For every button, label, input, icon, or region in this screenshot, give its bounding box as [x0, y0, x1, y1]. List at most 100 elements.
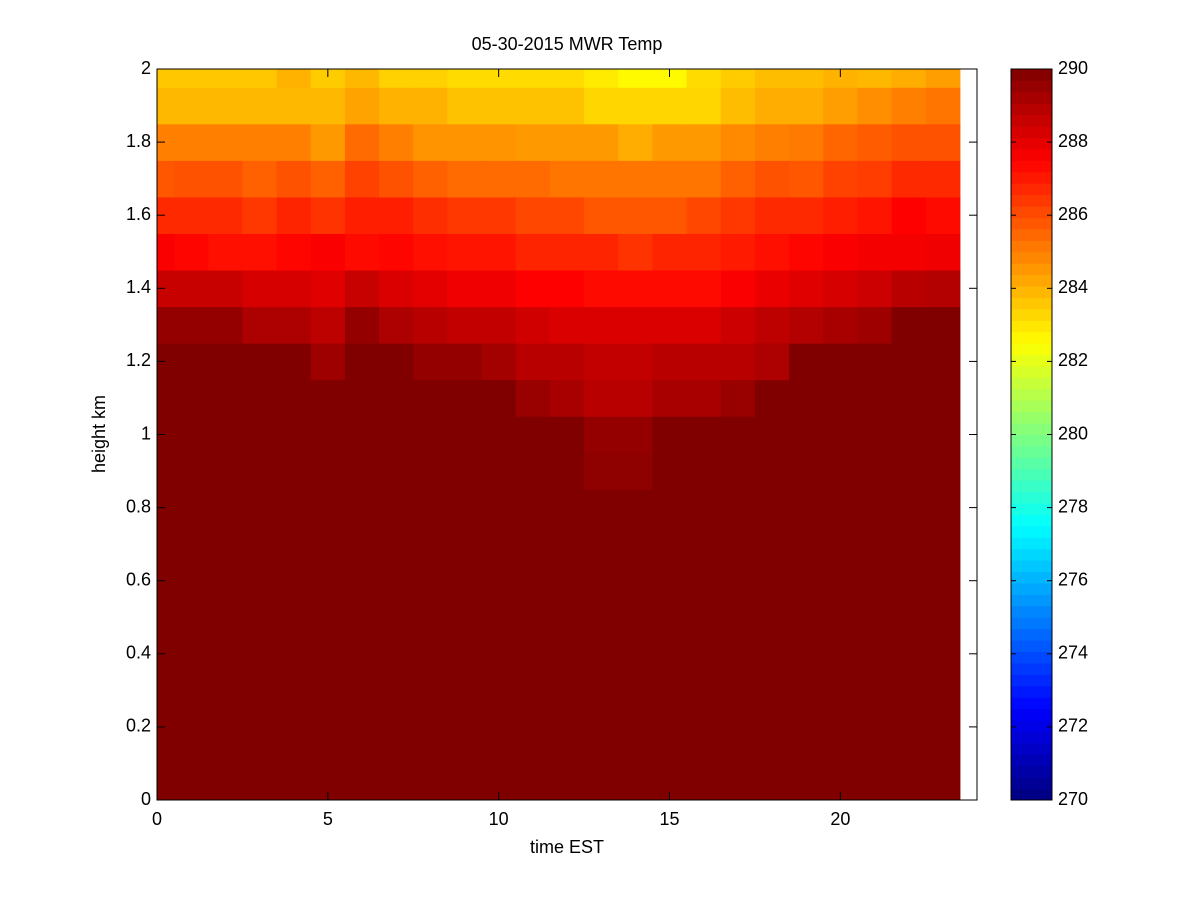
heatmap-cell [344, 87, 380, 125]
heatmap-cell [925, 160, 961, 198]
heatmap-cell [584, 270, 619, 308]
heatmap-cell [823, 745, 858, 783]
heatmap-cell [174, 525, 209, 563]
heatmap-cell [174, 781, 209, 801]
colorbar-step [1011, 548, 1052, 561]
heatmap-cell [618, 123, 653, 161]
heatmap-cell [549, 562, 585, 600]
heatmap-cell [686, 196, 722, 234]
heatmap-cell [891, 306, 927, 344]
heatmap-cell [174, 379, 209, 417]
colorbar-step [1011, 274, 1052, 287]
heatmap-cell [891, 672, 927, 710]
heatmap-cell [379, 745, 414, 783]
colorbar-step [1011, 286, 1052, 298]
heatmap-cell [789, 160, 824, 198]
heatmap-cell [754, 343, 790, 381]
heatmap-cell [242, 635, 278, 673]
heatmap-cell [720, 270, 756, 308]
colorbar-tick-label: 280 [1058, 423, 1088, 443]
heatmap-cell [157, 343, 175, 381]
heatmap-cell [686, 69, 722, 88]
colorbar-step [1011, 69, 1052, 81]
heatmap-cell [208, 87, 243, 125]
heatmap-cell [754, 233, 790, 271]
heatmap-cell [925, 379, 961, 417]
colorbar-step [1011, 594, 1052, 607]
heatmap-cell [481, 160, 517, 198]
heatmap-cell [823, 196, 858, 234]
heatmap-cell [413, 672, 448, 710]
heatmap-cell [310, 525, 346, 563]
heatmap-cell [276, 416, 312, 454]
heatmap-cell [481, 562, 517, 600]
heatmap-cell [754, 87, 790, 125]
colorbar-step [1011, 708, 1052, 721]
heatmap-cell [208, 416, 243, 454]
heatmap-cell [891, 635, 927, 673]
heatmap-cell [157, 672, 175, 710]
heatmap-cell [413, 452, 448, 490]
heatmap-cell [208, 123, 243, 161]
colorbar-step [1011, 354, 1052, 367]
heatmap-cell [857, 489, 893, 527]
heatmap-cell [515, 562, 551, 600]
heatmap-cell [652, 160, 688, 198]
heatmap-cell [413, 69, 448, 88]
colorbar-step [1011, 560, 1052, 573]
heatmap-cell [720, 160, 756, 198]
heatmap-cell [310, 745, 346, 783]
heatmap-cell [413, 781, 448, 801]
heatmap-cell [379, 196, 414, 234]
heatmap-cell [447, 69, 483, 88]
heatmap-cell [549, 525, 585, 563]
heatmap-cell [515, 196, 551, 234]
heatmap-cell [379, 233, 414, 271]
colorbar-step [1011, 525, 1052, 538]
heatmap-cell [857, 343, 893, 381]
heatmap-cell [413, 525, 448, 563]
heatmap-cell [276, 525, 312, 563]
heatmap-cell [754, 598, 790, 637]
heatmap-cell [276, 306, 312, 344]
heatmap-cell [447, 745, 483, 783]
heatmap-cell [276, 343, 312, 381]
colorbar-step [1011, 537, 1052, 550]
heatmap-cell [686, 525, 722, 563]
heatmap-cell [584, 379, 619, 417]
colorbar-tick-label: 284 [1058, 277, 1088, 297]
heatmap-cell [276, 87, 312, 125]
colorbar-step [1011, 651, 1052, 664]
heatmap-cell [310, 306, 346, 344]
heatmap-cell [481, 379, 517, 417]
colorbar-step [1011, 194, 1052, 207]
heatmap-cell [447, 87, 483, 125]
colorbar-step [1011, 137, 1052, 150]
heatmap-cell [515, 343, 551, 381]
heatmap-cell [754, 379, 790, 417]
heatmap-cell [276, 123, 312, 161]
heatmap-cell [481, 87, 517, 125]
heatmap-cell [379, 270, 414, 308]
heatmap-cell [515, 270, 551, 308]
colorbar-step [1011, 514, 1052, 527]
heatmap-cell [857, 160, 893, 198]
x-tick-label: 0 [152, 809, 162, 829]
heatmap-cell [242, 196, 278, 234]
colorbar-step [1011, 480, 1052, 493]
heatmap-cell [618, 489, 653, 527]
heatmap-cell [379, 379, 414, 417]
heatmap-cell [618, 745, 653, 783]
heatmap-cell [720, 489, 756, 527]
heatmap-cell [891, 781, 927, 801]
heatmap-cell [379, 489, 414, 527]
heatmap-cell [379, 160, 414, 198]
heatmap-cell [652, 196, 688, 234]
y-axis-label: height km [89, 395, 109, 473]
heatmap-cell [823, 69, 858, 88]
heatmap-cell [515, 69, 551, 88]
heatmap-cell [789, 233, 824, 271]
heatmap-cell [891, 379, 927, 417]
heatmap-cell [584, 123, 619, 161]
y-tick-label: 0 [141, 789, 151, 809]
